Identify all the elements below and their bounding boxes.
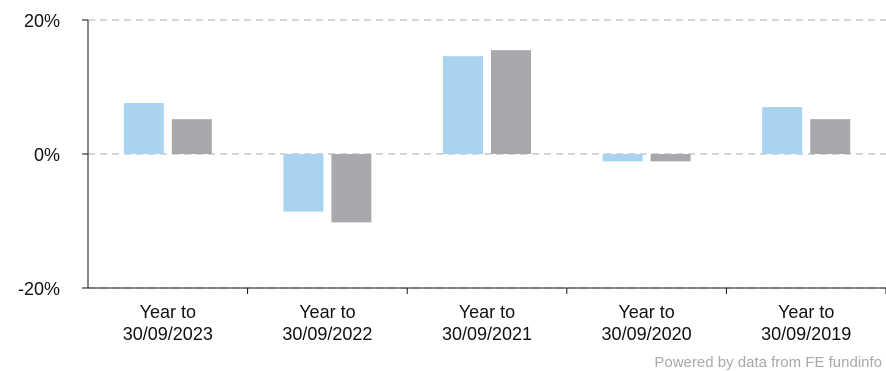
bars: [123, 50, 851, 223]
bar-series-2: [810, 119, 851, 154]
bar-series-1: [283, 154, 324, 212]
x-category-label: Year to 30/09/2023: [123, 302, 213, 344]
y-tick-label: 0%: [34, 145, 60, 165]
bar-series-2: [491, 50, 531, 154]
x-category-label: Year to 30/09/2019: [761, 302, 851, 344]
x-category-label: Year to 30/09/2020: [602, 302, 692, 344]
bar-series-1: [443, 56, 483, 154]
x-category-label: Year to 30/09/2021: [442, 302, 532, 344]
bar-series-1: [602, 154, 643, 162]
bar-series-1: [762, 107, 803, 154]
bar-series-2: [171, 119, 212, 154]
bar-series-1: [123, 103, 164, 154]
x-category-label: Year to 30/09/2022: [282, 302, 372, 344]
y-ticks: 20% 0% -20%: [18, 11, 88, 299]
y-tick-label: 20%: [24, 11, 60, 31]
data-credit: Powered by data from FE fundinfo: [654, 354, 882, 371]
bar-series-2: [331, 154, 372, 223]
bar-series-2: [650, 154, 691, 162]
y-tick-label: -20%: [18, 279, 60, 299]
x-ticks: Year to 30/09/2023 Year to 30/09/2022 Year t…: [123, 288, 886, 344]
